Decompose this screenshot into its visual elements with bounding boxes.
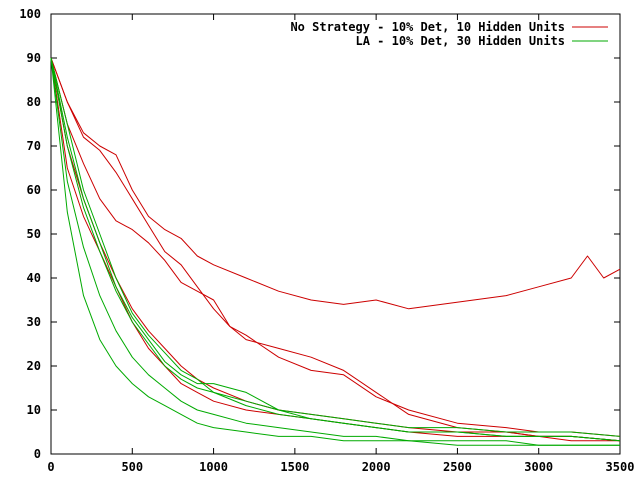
series-line-8 [50,57,621,437]
y-tick-label: 20 [27,359,41,373]
series-line-5 [50,57,620,446]
series-line-0 [50,57,621,310]
series-line-1 [50,57,621,437]
y-tick-label: 50 [27,227,41,241]
x-tick-label: 3500 [606,460,635,474]
x-tick-label: 0 [47,460,54,474]
y-tick-label: 0 [34,447,41,461]
y-tick-label: 100 [19,7,41,21]
x-tick-label: 2500 [443,460,472,474]
x-tick-label: 1000 [199,460,228,474]
series-line-9 [50,57,621,442]
series-line-7 [50,57,621,442]
x-tick-label: 2000 [362,460,391,474]
x-tick-label: 3000 [524,460,553,474]
x-tick-label: 500 [121,460,143,474]
y-tick-label: 40 [27,271,41,285]
y-tick-label: 90 [27,51,41,65]
series-line-6 [50,57,620,446]
plot-frame [50,13,621,455]
series-line-3 [50,57,620,442]
legend-label-0: No Strategy - 10% Det, 10 Hidden Units [290,20,565,34]
axis-ticks [50,13,621,455]
plot-border [50,13,621,455]
y-tick-label: 30 [27,315,41,329]
series-layer [50,57,621,446]
y-tick-label: 10 [27,403,41,417]
x-tick-label: 1500 [280,460,309,474]
y-tick-label: 80 [27,95,41,109]
y-tick-label: 60 [27,183,41,197]
legend: No Strategy - 10% Det, 10 Hidden UnitsLA… [290,20,608,48]
series-line-4 [50,57,621,442]
y-tick-label: 70 [27,139,41,153]
legend-label-1: LA - 10% Det, 30 Hidden Units [355,34,565,48]
series-line-2 [50,57,621,442]
